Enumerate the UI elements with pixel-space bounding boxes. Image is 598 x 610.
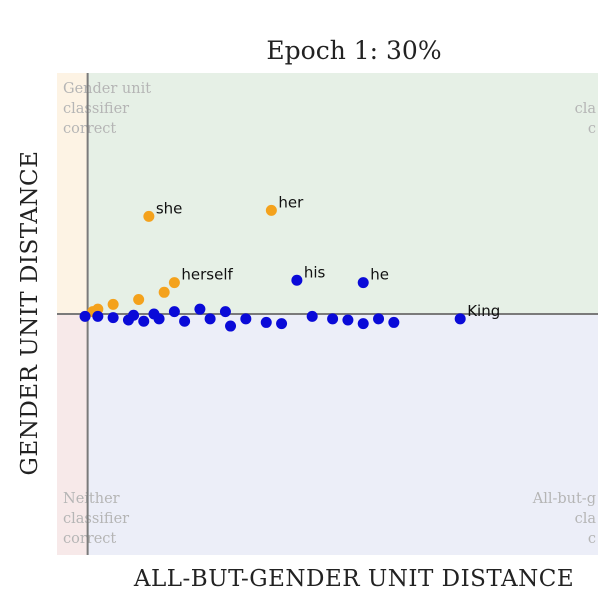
quadrant-bottom-left bbox=[57, 314, 88, 555]
scatter-point bbox=[168, 306, 180, 318]
quadrant-top-right bbox=[87, 73, 598, 314]
scatter-point bbox=[179, 315, 191, 327]
quadrant-label-bottom-left: Neither bbox=[63, 491, 120, 507]
quadrant-label-top-right: c bbox=[588, 121, 596, 137]
x-axis-label: ALL-BUT-GENDER UNIT DISTANCE bbox=[133, 566, 574, 592]
data-points bbox=[79, 204, 466, 332]
scatter-point bbox=[454, 313, 466, 325]
scatter-point bbox=[327, 313, 339, 325]
point-label: King bbox=[467, 302, 500, 320]
point-label: his bbox=[304, 263, 326, 281]
scatter-point bbox=[138, 315, 150, 327]
scatter-point bbox=[107, 312, 119, 324]
point-label: herself bbox=[181, 266, 233, 284]
point-label: she bbox=[156, 199, 183, 217]
quadrant-label-top-left: classifier bbox=[63, 101, 129, 117]
scatter-point bbox=[158, 286, 170, 298]
scatter-point bbox=[143, 210, 155, 222]
scatter-point bbox=[240, 313, 252, 325]
scatter-point bbox=[357, 318, 369, 330]
quadrant-label-bottom-left: correct bbox=[63, 531, 116, 547]
quadrant-label-top-left: Gender unit bbox=[63, 81, 151, 97]
scatter-point bbox=[342, 314, 354, 326]
chart-title: Epoch 1: 30% bbox=[266, 36, 441, 65]
quadrant-label-top-right: cla bbox=[575, 101, 597, 117]
scatter-point bbox=[148, 308, 160, 320]
scatter-point bbox=[225, 320, 237, 332]
scatter-point bbox=[291, 274, 303, 286]
y-axis-label: GENDER UNIT DISTANCE bbox=[17, 151, 43, 476]
quadrant-label-bottom-right: cla bbox=[575, 511, 597, 527]
scatter-point bbox=[92, 310, 104, 322]
quadrant-labels: Gender unit classifier correct cla c Neither c… bbox=[63, 81, 596, 547]
scatter-point bbox=[133, 294, 145, 306]
quadrant-label-bottom-right: All-but-g bbox=[532, 491, 596, 507]
point-label: her bbox=[278, 193, 304, 211]
scatter-point bbox=[373, 313, 385, 325]
quadrant-label-bottom-left: classifier bbox=[63, 511, 129, 527]
scatter-point bbox=[128, 309, 140, 321]
quadrant-label-bottom-right: c bbox=[588, 531, 596, 547]
quadrant-label-top-left: correct bbox=[63, 121, 116, 137]
scatter-point bbox=[357, 277, 369, 289]
scatter-point bbox=[276, 318, 288, 330]
scatter-point bbox=[388, 316, 400, 328]
scatter-point bbox=[194, 303, 206, 315]
scatter-point bbox=[79, 310, 91, 322]
scatter-point bbox=[260, 316, 272, 328]
scatter-point bbox=[168, 277, 180, 289]
scatter-point bbox=[107, 298, 119, 310]
scatter-point bbox=[265, 204, 277, 216]
scatter-point bbox=[204, 313, 216, 325]
scatter-point bbox=[219, 306, 231, 318]
quadrant-backgrounds bbox=[57, 73, 598, 555]
scatter-point bbox=[306, 310, 318, 322]
quadrant-bottom-right bbox=[87, 314, 598, 555]
point-label: he bbox=[370, 266, 389, 284]
data-point-labels: she her herself his he King bbox=[156, 193, 500, 319]
quadrant-top-left bbox=[57, 73, 88, 314]
